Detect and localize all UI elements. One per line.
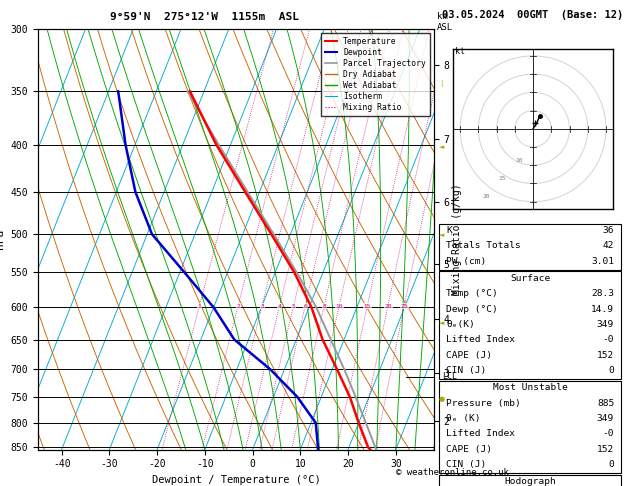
Text: Temp (°C): Temp (°C) [447,289,498,298]
Text: CAPE (J): CAPE (J) [447,445,493,453]
Text: 3.01: 3.01 [591,257,614,266]
Text: CIN (J): CIN (J) [447,460,487,469]
Text: Dewp (°C): Dewp (°C) [447,305,498,313]
Text: kt: kt [455,47,465,56]
Text: 5: 5 [292,304,296,309]
Text: 03.05.2024  00GMT  (Base: 12): 03.05.2024 00GMT (Base: 12) [442,10,624,20]
Text: ◄: ◄ [439,232,444,238]
Text: 15: 15 [498,176,506,181]
Y-axis label: hPa: hPa [0,229,5,249]
Text: 10: 10 [515,157,522,163]
Text: 1: 1 [198,304,201,309]
Text: 25: 25 [401,304,408,309]
Bar [439,475,621,486]
Text: 20: 20 [384,304,392,309]
Text: 15: 15 [364,304,371,309]
Text: θₑ(K): θₑ(K) [447,320,475,329]
Text: 42: 42 [603,241,614,250]
Text: 9°59'N  275°12'W  1155m  ASL: 9°59'N 275°12'W 1155m ASL [109,12,299,22]
Text: 2: 2 [237,304,240,309]
Text: K: K [447,226,452,235]
Y-axis label: Mixing Ratio (g/kg): Mixing Ratio (g/kg) [452,184,462,295]
Text: 28.3: 28.3 [591,289,614,298]
Text: 0: 0 [608,460,614,469]
Text: 36: 36 [603,226,614,235]
Text: Lifted Index: Lifted Index [447,335,515,344]
Text: 14.9: 14.9 [591,305,614,313]
X-axis label: Dewpoint / Temperature (°C): Dewpoint / Temperature (°C) [152,475,320,485]
Legend: Temperature, Dewpoint, Parcel Trajectory, Dry Adiabat, Wet Adiabat, Isotherm, Mi: Temperature, Dewpoint, Parcel Trajectory… [321,33,430,116]
Text: 0: 0 [608,366,614,375]
Text: LCL: LCL [442,372,457,381]
Text: © weatheronline.co.uk: © weatheronline.co.uk [396,469,509,477]
Text: 8: 8 [323,304,326,309]
Text: 6: 6 [304,304,308,309]
Text: ●: ● [438,396,445,402]
Text: 3: 3 [260,304,264,309]
Text: Totals Totals: Totals Totals [447,241,521,250]
Bar [439,272,621,379]
Text: |: | [440,80,443,87]
Text: 885: 885 [597,399,614,408]
Text: 349: 349 [597,414,614,423]
Text: 152: 152 [597,445,614,453]
Bar [439,224,621,270]
Text: ◄: ◄ [439,320,444,327]
Text: 4: 4 [278,304,282,309]
Text: CIN (J): CIN (J) [447,366,487,375]
Text: 10: 10 [335,304,343,309]
Text: Most Unstable: Most Unstable [493,383,567,392]
Text: 349: 349 [597,320,614,329]
Text: Lifted Index: Lifted Index [447,429,515,438]
Bar [439,381,621,473]
Text: PW (cm): PW (cm) [447,257,487,266]
Text: Pressure (mb): Pressure (mb) [447,399,521,408]
Text: km
ASL: km ASL [437,12,454,32]
Text: Hodograph: Hodograph [504,477,556,486]
Text: CAPE (J): CAPE (J) [447,350,493,360]
Text: 152: 152 [597,350,614,360]
Text: Surface: Surface [510,274,550,283]
Text: -0: -0 [603,429,614,438]
Text: -0: -0 [603,335,614,344]
Text: θₑ (K): θₑ (K) [447,414,481,423]
Text: ◄: ◄ [439,144,444,150]
Text: 20: 20 [482,194,489,199]
